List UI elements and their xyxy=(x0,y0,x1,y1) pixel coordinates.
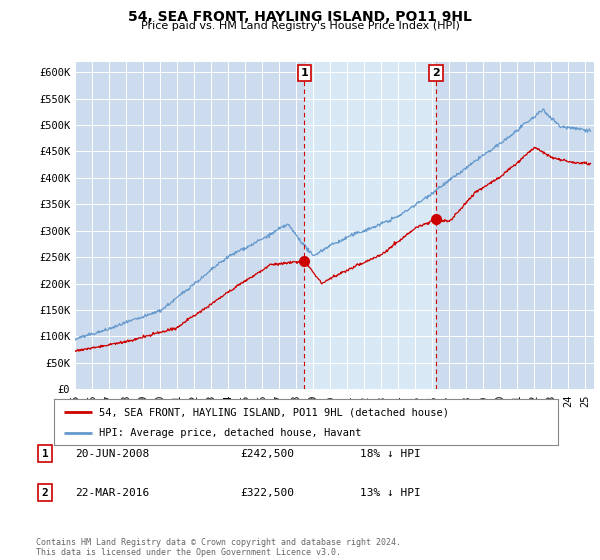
Text: £322,500: £322,500 xyxy=(240,488,294,498)
Text: 2: 2 xyxy=(41,488,49,498)
Text: £242,500: £242,500 xyxy=(240,449,294,459)
Text: 2: 2 xyxy=(432,68,440,78)
Text: Price paid vs. HM Land Registry's House Price Index (HPI): Price paid vs. HM Land Registry's House … xyxy=(140,21,460,31)
Text: 1: 1 xyxy=(41,449,49,459)
Text: Contains HM Land Registry data © Crown copyright and database right 2024.
This d: Contains HM Land Registry data © Crown c… xyxy=(36,538,401,557)
Text: HPI: Average price, detached house, Havant: HPI: Average price, detached house, Hava… xyxy=(100,428,362,438)
Bar xyxy=(304,62,436,389)
Text: 18% ↓ HPI: 18% ↓ HPI xyxy=(360,449,421,459)
Text: 20-JUN-2008: 20-JUN-2008 xyxy=(75,449,149,459)
Text: 54, SEA FRONT, HAYLING ISLAND, PO11 9HL (detached house): 54, SEA FRONT, HAYLING ISLAND, PO11 9HL … xyxy=(100,407,449,417)
Text: 1: 1 xyxy=(301,68,308,78)
Text: 13% ↓ HPI: 13% ↓ HPI xyxy=(360,488,421,498)
Text: 22-MAR-2016: 22-MAR-2016 xyxy=(75,488,149,498)
Text: 54, SEA FRONT, HAYLING ISLAND, PO11 9HL: 54, SEA FRONT, HAYLING ISLAND, PO11 9HL xyxy=(128,10,472,24)
